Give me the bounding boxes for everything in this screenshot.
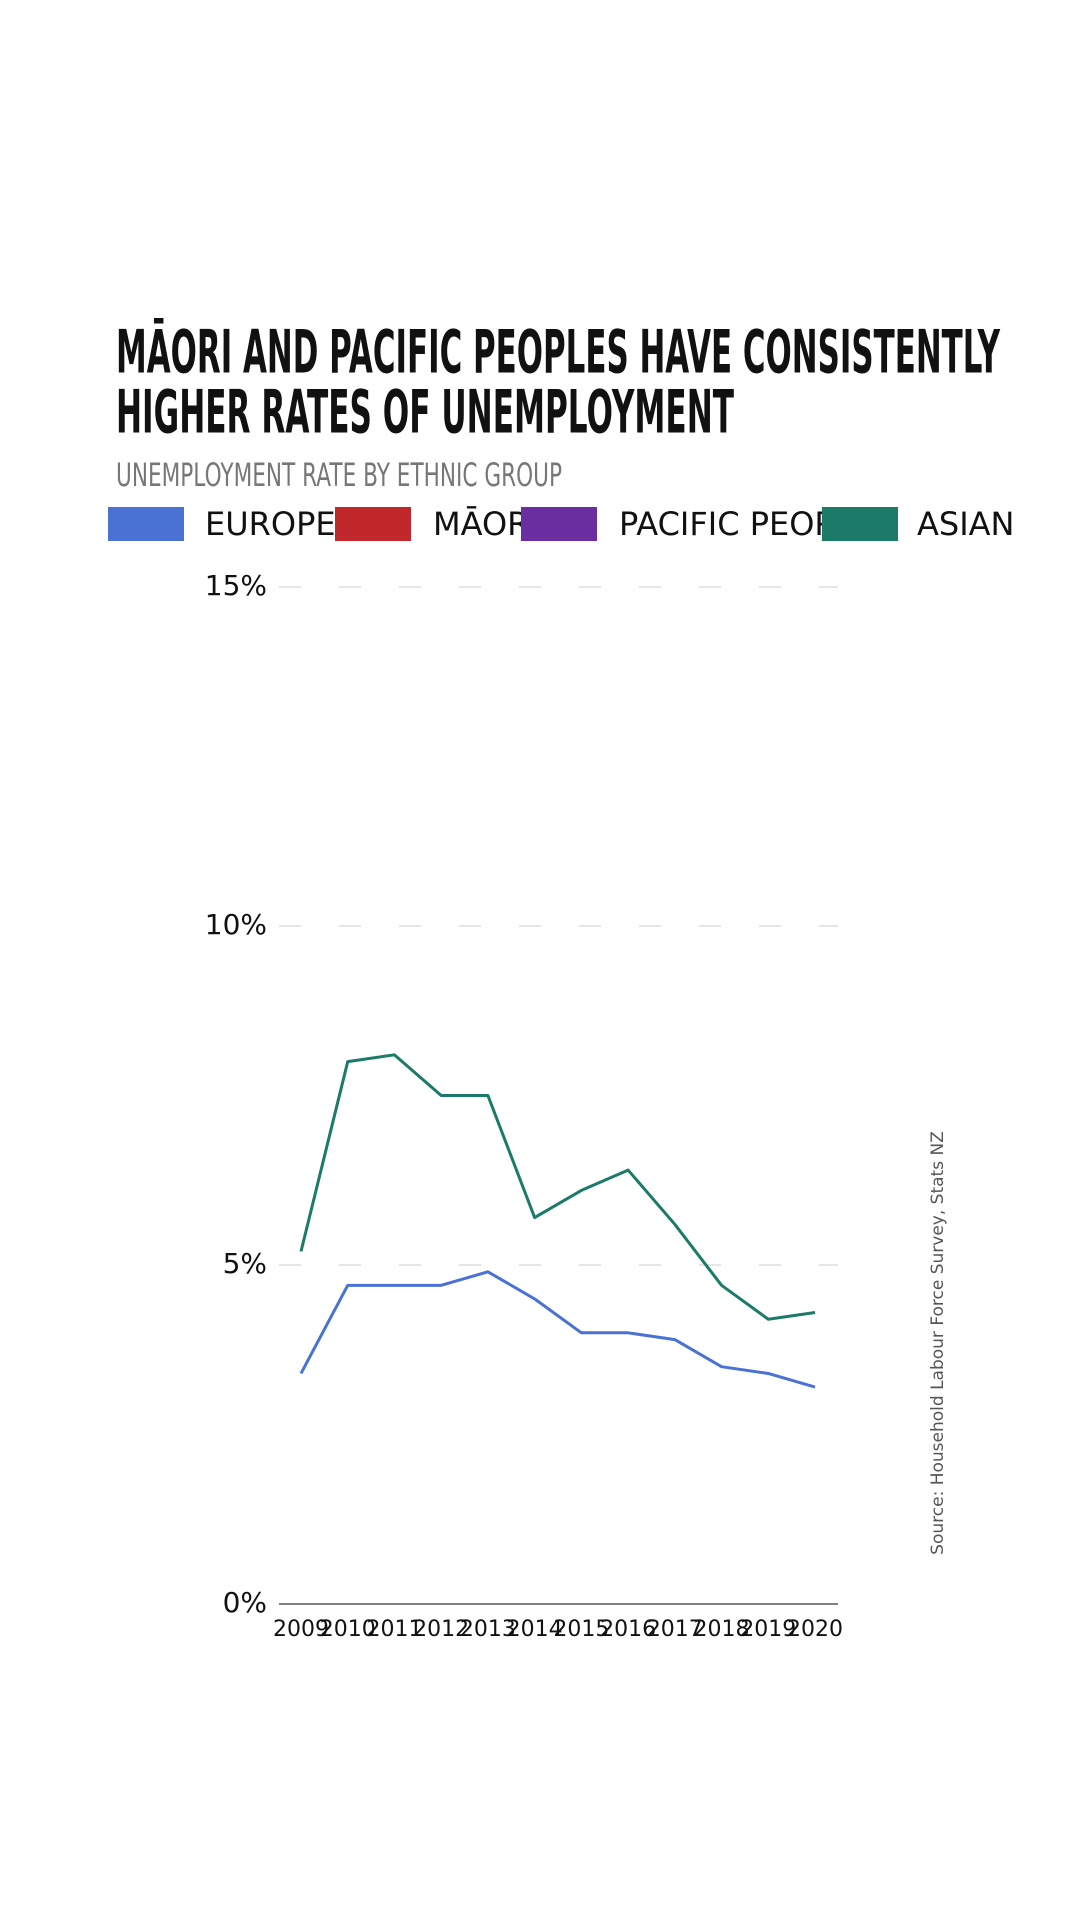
x-tick-label: 2011 [366,1617,422,1642]
series-line [299,1053,816,1321]
x-tick-label: 2019 [740,1617,796,1642]
legend-swatch [822,507,898,541]
series-line [299,1270,816,1389]
legend-swatch [108,507,184,541]
x-tick-label: 2018 [694,1617,750,1642]
chart-subtitle: UNEMPLOYMENT RATE BY ETHNIC GROUP [116,456,562,494]
x-tick-label: 2020 [787,1617,843,1642]
y-tick-label: 15% [205,569,267,602]
x-tick-label: 2012 [413,1617,469,1642]
y-tick-label: 10% [205,908,267,941]
source-note: Source: Household Labour Force Survey, S… [928,1131,948,1555]
x-tick-label: 2015 [553,1617,609,1642]
chart-title: MĀORI AND PACIFIC PEOPLES HAVE CONSISTEN… [116,317,1001,388]
chart-title: HIGHER RATES OF UNEMPLOYMENT [116,378,734,448]
legend-swatch [335,507,411,541]
legend-swatch [521,507,597,541]
x-tick-label: 2009 [273,1617,329,1642]
x-tick-label: 2010 [320,1617,376,1642]
x-tick-label: 2013 [460,1617,516,1642]
legend-label: ASIAN [917,505,1014,543]
y-tick-label: 5% [223,1247,267,1280]
y-tick-label: 0% [223,1586,267,1619]
x-tick-label: 2014 [507,1617,563,1642]
x-tick-label: 2017 [647,1617,703,1642]
x-tick-label: 2016 [600,1617,656,1642]
